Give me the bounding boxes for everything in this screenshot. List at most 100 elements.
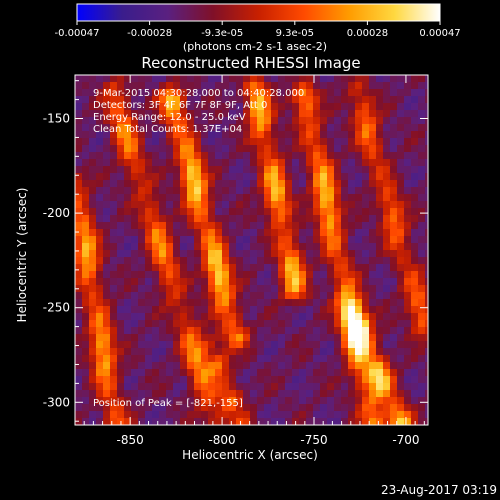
heatmap-cell xyxy=(124,285,132,293)
heatmap-cell xyxy=(194,355,202,363)
heatmap-cell xyxy=(369,96,377,104)
heatmap-cell xyxy=(397,124,405,132)
heatmap-cell xyxy=(334,257,342,265)
heatmap-cell xyxy=(243,236,251,244)
heatmap-cell xyxy=(390,145,398,153)
heatmap-cell xyxy=(103,194,111,202)
heatmap-cell xyxy=(110,236,118,244)
heatmap-cell xyxy=(418,320,426,328)
heatmap-cell xyxy=(271,418,279,425)
heatmap-cell xyxy=(362,334,370,342)
heatmap-cell xyxy=(397,362,405,370)
heatmap-cell xyxy=(110,110,118,118)
heatmap-cell xyxy=(376,390,384,398)
heatmap-cell xyxy=(285,327,293,335)
heatmap-cell xyxy=(355,306,363,314)
heatmap-cell xyxy=(159,96,167,104)
heatmap-cell xyxy=(390,355,398,363)
heatmap-cell xyxy=(362,390,370,398)
heatmap-cell xyxy=(166,250,174,258)
heatmap-cell xyxy=(320,362,328,370)
heatmap-cell xyxy=(124,362,132,370)
heatmap-cell xyxy=(278,229,286,237)
heatmap-cell xyxy=(264,96,272,104)
heatmap-cell xyxy=(404,299,412,307)
heatmap-cell xyxy=(355,159,363,167)
heatmap-cell xyxy=(103,397,111,405)
heatmap-cell xyxy=(285,236,293,244)
heatmap-cell xyxy=(215,341,223,349)
heatmap-cell xyxy=(166,75,174,83)
heatmap-cell xyxy=(152,201,160,209)
heatmap-cell xyxy=(285,334,293,342)
heatmap-cell xyxy=(292,376,300,384)
heatmap-cell xyxy=(89,264,97,272)
heatmap-cell xyxy=(313,96,321,104)
heatmap-cell xyxy=(194,348,202,356)
heatmap-cell xyxy=(257,376,265,384)
heatmap-cell xyxy=(355,341,363,349)
heatmap-cell xyxy=(362,341,370,349)
heatmap-cell xyxy=(418,89,426,97)
heatmap-cell xyxy=(271,313,279,321)
heatmap-cell xyxy=(348,236,356,244)
heatmap-cell xyxy=(138,278,146,286)
heatmap-cell xyxy=(271,397,279,405)
heatmap-cell xyxy=(229,257,237,265)
heatmap-cell xyxy=(327,271,335,279)
heatmap-cell xyxy=(376,257,384,265)
heatmap-cell xyxy=(250,404,258,412)
heatmap-cell xyxy=(299,278,307,286)
heatmap-cell xyxy=(131,278,139,286)
heatmap-cell xyxy=(313,75,321,83)
heatmap-cell xyxy=(285,411,293,419)
heatmap-cell xyxy=(355,222,363,230)
heatmap-cell xyxy=(82,110,90,118)
heatmap-cell xyxy=(397,187,405,195)
heatmap-cell xyxy=(187,82,195,90)
heatmap-cell xyxy=(82,299,90,307)
heatmap-cell xyxy=(327,334,335,342)
heatmap-cell xyxy=(187,292,195,300)
heatmap-cell xyxy=(313,299,321,307)
heatmap-cell xyxy=(194,173,202,181)
heatmap-cell xyxy=(383,264,391,272)
heatmap-cell xyxy=(411,145,419,153)
heatmap-cell xyxy=(159,110,167,118)
heatmap-cell xyxy=(117,145,125,153)
heatmap-cell xyxy=(341,292,349,300)
heatmap-cell xyxy=(229,152,237,160)
heatmap-cell xyxy=(194,187,202,195)
heatmap-cell xyxy=(180,292,188,300)
heatmap-cell xyxy=(138,292,146,300)
heatmap-cell xyxy=(117,194,125,202)
heatmap-cell xyxy=(390,243,398,251)
heatmap-cell xyxy=(369,159,377,167)
heatmap-cell xyxy=(299,159,307,167)
heatmap-cell xyxy=(173,278,181,286)
heatmap-cell xyxy=(425,320,428,328)
heatmap-cell xyxy=(180,404,188,412)
heatmap-cell xyxy=(117,215,125,223)
heatmap-cell xyxy=(180,208,188,216)
heatmap-cell xyxy=(236,145,244,153)
heatmap-cell xyxy=(355,348,363,356)
heatmap-cell xyxy=(411,355,419,363)
heatmap-cell xyxy=(362,110,370,118)
heatmap-cell xyxy=(208,117,216,125)
heatmap-cell xyxy=(425,173,428,181)
heatmap-cell xyxy=(110,173,118,181)
heatmap-cell xyxy=(404,208,412,216)
heatmap-cell xyxy=(208,404,216,412)
heatmap-cell xyxy=(418,257,426,265)
heatmap-cell xyxy=(292,208,300,216)
heatmap-cell xyxy=(159,159,167,167)
heatmap-cell xyxy=(222,334,230,342)
heatmap-cell xyxy=(299,103,307,111)
heatmap-cell xyxy=(236,124,244,132)
heatmap-cell xyxy=(278,313,286,321)
heatmap-cell xyxy=(383,96,391,104)
heatmap-cell xyxy=(278,383,286,391)
heatmap-cell xyxy=(187,75,195,83)
heatmap-cell xyxy=(110,397,118,405)
